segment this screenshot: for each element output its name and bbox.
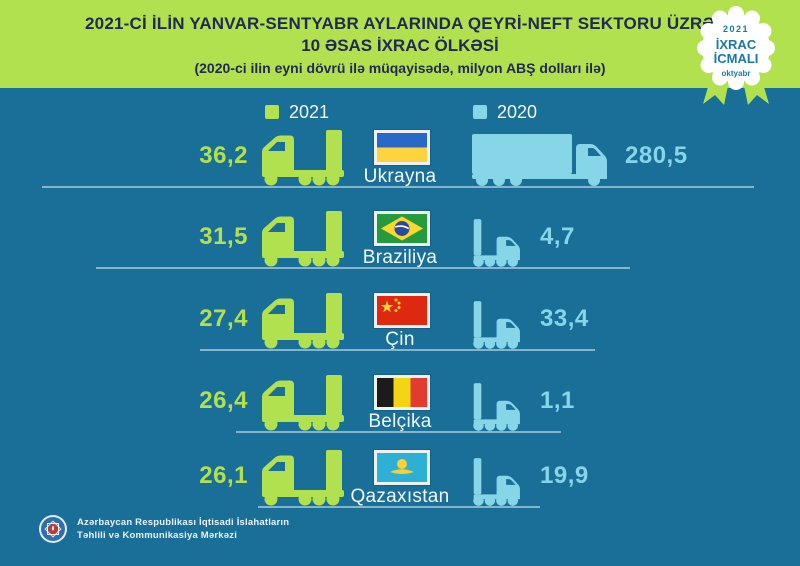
legend-item-2021: 2021 xyxy=(265,102,329,122)
row-divider xyxy=(96,267,630,269)
china-flag xyxy=(374,293,430,328)
truck-2020-icon xyxy=(473,301,520,349)
truck-2021-icon xyxy=(262,130,344,186)
value-2020: 280,5 xyxy=(625,142,688,169)
footer: Azərbaycan Respublikası İqtisadi İslahat… xyxy=(38,514,289,544)
country-row-belgium: 26,4 Belçika 1,1 xyxy=(0,373,800,432)
page-subtitle: (2020-ci ilin eyni dövrü ilə müqayisədə,… xyxy=(194,60,606,76)
page-title-line2: 10 ƏSAS İXRAC ÖLKƏSİ xyxy=(301,36,499,55)
truck-2020-icon xyxy=(473,219,520,267)
badge-month: oktyabr xyxy=(722,69,751,78)
page-title-line1: 2021-Cİ İLİN YANVAR-SENTYABR AYLARINDA Q… xyxy=(85,14,715,33)
belgium-flag xyxy=(374,375,430,410)
value-2021: 26,4 xyxy=(199,387,248,414)
country-label: Belçika xyxy=(368,411,432,432)
country-row-kazakhstan: 26,1 Qazaxıstan xyxy=(0,448,800,507)
legend-label-2020: 2020 xyxy=(497,101,538,122)
row-divider xyxy=(258,506,540,508)
row-divider xyxy=(200,349,595,351)
row-divider xyxy=(236,431,561,433)
row-divider xyxy=(42,186,754,188)
badge-year: 2021 xyxy=(723,24,749,34)
truck-2021-icon xyxy=(262,293,344,349)
truck-2021-icon xyxy=(262,450,344,506)
truck-2020-icon xyxy=(472,134,607,186)
legend-item-2020: 2020 xyxy=(473,102,537,122)
country-label: Qazaxıstan xyxy=(350,486,450,507)
country-label: Braziliya xyxy=(362,247,438,268)
header-band: 2021-Cİ İLİN YANVAR-SENTYABR AYLARINDA Q… xyxy=(0,0,800,88)
country-row-china: 27,4 Çin xyxy=(0,291,800,350)
value-2021: 27,4 xyxy=(199,305,248,332)
org-name-line1: Azərbaycan Respublikası İqtisadi İslahat… xyxy=(77,517,290,528)
country-row-brazil: 31,5 Braziliya xyxy=(0,209,800,268)
kazakhstan-flag xyxy=(374,450,430,485)
legend-swatch-2021 xyxy=(265,105,279,119)
value-2021: 36,2 xyxy=(199,142,248,169)
org-name-line2: Təhlili və Kommunikasiya Mərkəzi xyxy=(77,530,238,541)
value-2020: 1,1 xyxy=(540,387,575,414)
truck-2021-icon xyxy=(262,375,344,431)
value-2020: 19,9 xyxy=(540,462,589,489)
badge-title-line1: İXRAC xyxy=(716,37,757,52)
truck-2020-icon xyxy=(473,383,520,431)
country-label: Ukrayna xyxy=(363,166,437,187)
truck-2021-icon xyxy=(262,211,344,267)
country-row-ukraine: 36,2 Ukrayna 280,5 xyxy=(0,128,800,187)
value-2021: 26,1 xyxy=(199,462,248,489)
ukraine-flag xyxy=(374,130,430,165)
azerbaijan-emblem-icon xyxy=(39,515,67,543)
truck-2020-icon xyxy=(473,458,520,506)
badge-title-line2: İCMALI xyxy=(714,51,759,66)
legend-label-2021: 2021 xyxy=(289,101,330,122)
country-label: Çin xyxy=(385,329,415,350)
value-2020: 4,7 xyxy=(540,223,575,250)
export-review-badge: 2021 İXRAC İCMALI oktyabr xyxy=(697,6,775,105)
brazil-flag xyxy=(374,211,430,246)
legend-swatch-2020 xyxy=(473,105,487,119)
value-2021: 31,5 xyxy=(199,223,248,250)
value-2020: 33,4 xyxy=(540,305,589,332)
